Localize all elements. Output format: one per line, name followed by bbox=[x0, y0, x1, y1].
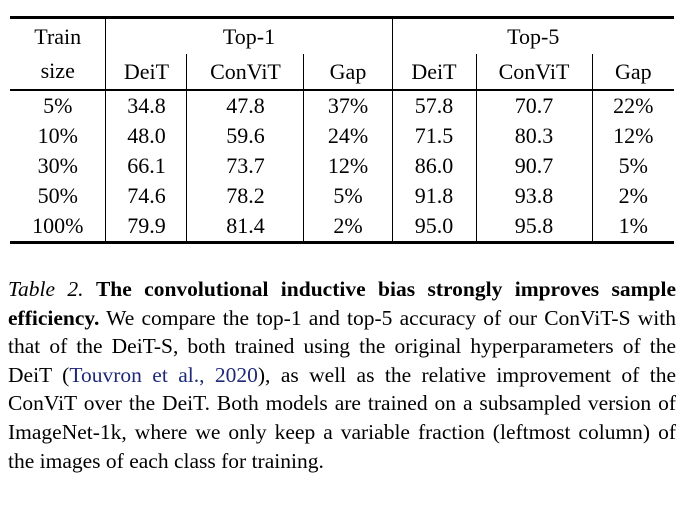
table-caption: Table 2. The convolutional inductive bia… bbox=[8, 275, 676, 475]
caption-text-before-citation: We compare the top-1 and top-5 accuracy … bbox=[8, 305, 676, 387]
col-header-top1-deit: DeiT bbox=[105, 54, 187, 91]
train-size-header-line1: Train bbox=[34, 23, 82, 49]
col-header-top5-deit: DeiT bbox=[391, 54, 477, 91]
cell-train-size: 5% bbox=[43, 93, 73, 118]
cell-top5-deit: 57.8 bbox=[391, 90, 477, 121]
caption-label: Table 2. bbox=[8, 277, 84, 301]
table-row: 10% 48.0 59.6 24% 71.5 80.3 12% bbox=[10, 121, 675, 151]
cell-top5-gap: 1% bbox=[591, 211, 675, 243]
table-row: 50% 74.6 78.2 5% 91.8 93.8 2% bbox=[10, 181, 675, 211]
cell-top5-deit: 91.8 bbox=[391, 181, 477, 211]
table-row: 30% 66.1 73.7 12% 86.0 90.7 5% bbox=[10, 151, 675, 181]
table-sub-header-row: DeiT ConViT Gap DeiT ConViT Gap bbox=[10, 54, 675, 91]
cell-top1-convit: 47.8 bbox=[186, 90, 304, 121]
caption-text-after-citation: ), as well as the relative improvement o… bbox=[8, 362, 676, 473]
cell-top5-convit: 80.3 bbox=[475, 121, 593, 151]
cell-top5-convit: 70.7 bbox=[475, 90, 593, 121]
cell-top1-gap: 37% bbox=[303, 90, 393, 121]
cell-top5-gap: 5% bbox=[591, 151, 675, 181]
citation-link[interactable]: Touvron et al., 2020 bbox=[69, 362, 258, 387]
cell-top1-convit: 73.7 bbox=[186, 151, 304, 181]
cell-top1-gap: 24% bbox=[303, 121, 393, 151]
table-row: 100% 79.9 81.4 2% 95.0 95.8 1% bbox=[10, 211, 675, 243]
cell-top1-deit: 74.6 bbox=[105, 181, 187, 211]
results-table: Train size Top-1 Top-5 DeiT ConViT Gap D… bbox=[9, 16, 675, 244]
cell-top5-deit: 71.5 bbox=[391, 121, 477, 151]
cell-top5-convit: 90.7 bbox=[475, 151, 593, 181]
cell-top1-convit: 81.4 bbox=[186, 211, 304, 243]
cell-top5-gap: 12% bbox=[591, 121, 675, 151]
cell-train-size: 10% bbox=[37, 123, 78, 148]
cell-top1-deit: 66.1 bbox=[105, 151, 187, 181]
cell-train-size: 50% bbox=[37, 183, 78, 208]
cell-top5-gap: 22% bbox=[591, 90, 675, 121]
cell-top1-deit: 48.0 bbox=[105, 121, 187, 151]
cell-top5-convit: 95.8 bbox=[475, 211, 593, 243]
cell-top1-deit: 79.9 bbox=[105, 211, 187, 243]
cell-top5-deit: 86.0 bbox=[391, 151, 477, 181]
col-header-top5-convit: ConViT bbox=[475, 54, 593, 91]
cell-top1-gap: 5% bbox=[303, 181, 393, 211]
cell-top1-convit: 78.2 bbox=[186, 181, 304, 211]
cell-top1-convit: 59.6 bbox=[186, 121, 304, 151]
table-group-header-row: Train size Top-1 Top-5 bbox=[9, 17, 675, 91]
cell-top1-deit: 34.8 bbox=[105, 90, 187, 121]
col-header-top1-gap: Gap bbox=[303, 54, 393, 91]
cell-top5-deit: 95.0 bbox=[391, 211, 477, 243]
col-header-top5-gap: Gap bbox=[591, 54, 675, 91]
cell-top5-gap: 2% bbox=[591, 181, 675, 211]
cell-train-size: 30% bbox=[37, 153, 78, 178]
train-size-header: Train size bbox=[9, 17, 106, 91]
train-size-header-line2: size bbox=[40, 58, 75, 83]
cell-top5-convit: 93.8 bbox=[475, 181, 593, 211]
cell-top1-gap: 12% bbox=[303, 151, 393, 181]
group-header-top5: Top-5 bbox=[391, 17, 675, 54]
caption-bold-sentence: The convolutional inductive bias strongl… bbox=[8, 277, 677, 330]
col-header-top1-convit: ConViT bbox=[186, 54, 304, 91]
cell-train-size: 100% bbox=[32, 213, 84, 238]
cell-top1-gap: 2% bbox=[303, 211, 393, 243]
table-row: 5% 34.8 47.8 37% 57.8 70.7 22% bbox=[10, 90, 675, 121]
group-header-top1: Top-1 bbox=[105, 17, 393, 54]
